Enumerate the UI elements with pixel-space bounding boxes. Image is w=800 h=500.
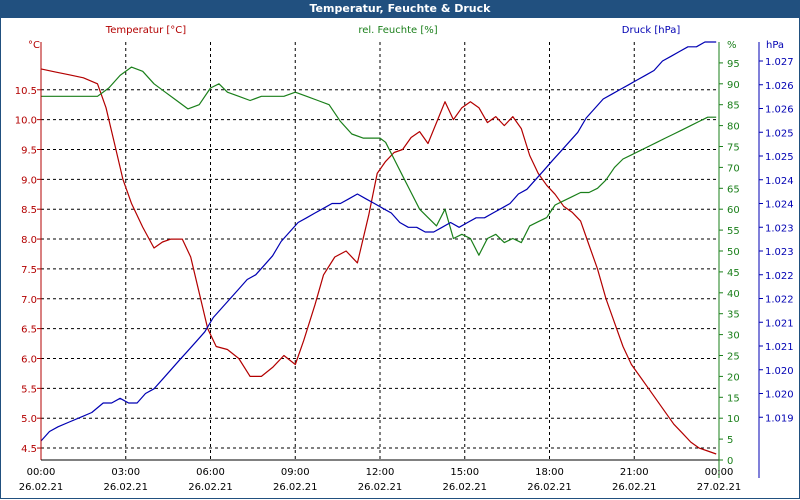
humidity-tick-label: 50 — [727, 247, 740, 258]
series-lines — [40, 41, 717, 455]
pressure-tick-label: 1.025 — [765, 128, 794, 139]
humidity-series-line — [41, 66, 717, 256]
humidity-tick-label: 60 — [727, 205, 740, 216]
pressure-tick-label: 1.020 — [765, 390, 794, 401]
humidity-tick-label: 30 — [727, 331, 740, 342]
chart-title-bar: Temperatur, Feuchte & Druck — [0, 0, 800, 18]
humidity-tick-label: 90 — [727, 80, 740, 91]
temperature-tick-label: 7.0 — [21, 295, 37, 306]
humidity-tick-label: 75 — [727, 143, 740, 154]
temperature-tick-label: 10.0 — [15, 116, 37, 127]
x-tick-time-label: 06:00 — [196, 467, 225, 478]
humidity-axis-title: rel. Feuchte [%] — [358, 25, 437, 36]
humidity-tick-label: 15 — [727, 393, 740, 404]
axes — [37, 42, 763, 478]
humidity-tick-label: 0 — [727, 456, 733, 467]
pressure-tick-label: 1.020 — [765, 366, 794, 377]
humidity-tick-label: 20 — [727, 372, 740, 383]
temperature-tick-label: 5.0 — [21, 414, 37, 425]
temperature-tick-label: 6.0 — [21, 354, 37, 365]
pressure-tick-label: 1.025 — [765, 152, 794, 163]
temperature-tick-label: 7.5 — [21, 265, 37, 276]
temperature-tick-label: 9.5 — [21, 145, 37, 156]
temperature-unit-label: °C — [28, 40, 40, 51]
pressure-unit-label: hPa — [766, 40, 784, 51]
x-tick-time-label: 09:00 — [281, 467, 310, 478]
chart-title: Temperatur, Feuchte & Druck — [309, 2, 491, 15]
humidity-tick-label: 55 — [727, 226, 740, 237]
x-tick-date-label: 26.02.21 — [103, 482, 148, 493]
tick-labels: 00:00 26.02.21 03:00 26.02.21 06:00 26.02.21 0… — [15, 57, 794, 493]
pressure-axis-title: Druck [hPa] — [622, 25, 681, 36]
pressure-tick-label: 1.024 — [765, 176, 794, 187]
pressure-tick-label: 1.022 — [765, 295, 794, 306]
humidity-tick-label: 65 — [727, 184, 740, 195]
pressure-tick-label: 1.019 — [765, 413, 794, 424]
temperature-series-line — [40, 68, 717, 455]
pressure-tick-label: 1.027 — [765, 57, 794, 68]
temperature-tick-label: 5.5 — [21, 384, 37, 395]
x-tick-time-label: 03:00 — [111, 467, 140, 478]
humidity-tick-label: 5 — [727, 435, 733, 446]
humidity-tick-label: 80 — [727, 122, 740, 133]
x-tick-date-label: 26.02.21 — [188, 482, 233, 493]
x-tick-date-label: 26.02.21 — [358, 482, 403, 493]
x-tick-date-label: 26.02.21 — [273, 482, 318, 493]
x-tick-date-label: 27.02.21 — [697, 482, 742, 493]
x-tick-date-label: 26.02.21 — [612, 482, 657, 493]
chart-frame: 00:00 26.02.21 03:00 26.02.21 06:00 26.02.21 0… — [0, 18, 800, 499]
temperature-tick-label: 9.0 — [21, 175, 37, 186]
temperature-tick-label: 8.0 — [21, 235, 37, 246]
pressure-tick-label: 1.023 — [765, 247, 794, 258]
humidity-tick-label: 85 — [727, 101, 740, 112]
temperature-tick-label: 10.5 — [15, 86, 37, 97]
humidity-tick-label: 95 — [727, 59, 740, 70]
temperature-axis-title: Temperatur [°C] — [105, 25, 186, 36]
pressure-tick-label: 1.023 — [765, 223, 794, 234]
pressure-tick-label: 1.026 — [765, 81, 794, 92]
humidity-tick-label: 35 — [727, 310, 740, 321]
temperature-tick-label: 4.5 — [21, 444, 37, 455]
x-tick-time-label: 00:00 — [705, 467, 734, 478]
x-tick-time-label: 12:00 — [366, 467, 395, 478]
pressure-tick-label: 1.024 — [765, 200, 794, 211]
humidity-tick-label: 10 — [727, 414, 740, 425]
x-tick-date-label: 26.02.21 — [442, 482, 487, 493]
x-tick-date-label: 26.02.21 — [527, 482, 572, 493]
x-tick-time-label: 00:00 — [27, 467, 56, 478]
x-tick-date-label: 26.02.21 — [19, 482, 64, 493]
pressure-tick-label: 1.021 — [765, 342, 794, 353]
x-tick-time-label: 21:00 — [620, 467, 649, 478]
humidity-tick-label: 45 — [727, 268, 740, 279]
pressure-tick-label: 1.022 — [765, 271, 794, 282]
pressure-series-line — [40, 41, 717, 442]
humidity-tick-label: 25 — [727, 352, 740, 363]
humidity-tick-label: 40 — [727, 289, 740, 300]
x-tick-time-label: 15:00 — [450, 467, 479, 478]
temperature-tick-label: 6.5 — [21, 325, 37, 336]
pressure-tick-label: 1.026 — [765, 105, 794, 116]
x-tick-time-label: 18:00 — [535, 467, 564, 478]
pressure-tick-label: 1.021 — [765, 318, 794, 329]
chart-area: 00:00 26.02.21 03:00 26.02.21 06:00 26.02.21 0… — [15, 25, 794, 493]
humidity-unit-label: % — [727, 40, 737, 51]
temperature-tick-label: 8.5 — [21, 205, 37, 216]
humidity-tick-label: 70 — [727, 163, 740, 174]
